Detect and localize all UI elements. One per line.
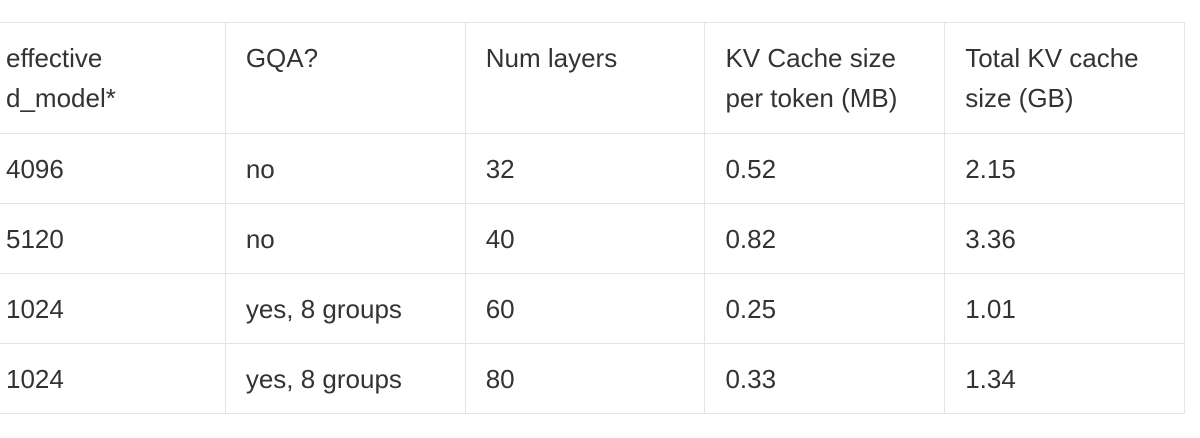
table-row: 1024 yes, 8 groups 60 0.25 1.01	[0, 273, 1185, 344]
table-cell: 1.01	[944, 273, 1185, 344]
table-cell: 1024	[0, 273, 226, 344]
header-cell: GQA?	[224, 22, 466, 134]
table-cell: yes, 8 groups	[224, 273, 466, 344]
table-row: 4096 no 32 0.52 2.15	[0, 133, 1185, 204]
table-row: 1024 yes, 8 groups 80 0.33 1.34	[0, 343, 1185, 414]
table-cell: 60	[464, 273, 706, 344]
table-cell: 3.36	[944, 203, 1185, 274]
table-cell: 0.82	[704, 203, 946, 274]
table-cell: 5120	[0, 203, 226, 274]
table-cell: 2.15	[944, 133, 1185, 204]
header-cell: Num layers	[464, 22, 706, 134]
header-cell: effective d_model*	[0, 22, 226, 134]
table-cell: 32	[464, 133, 706, 204]
table-cell: 4096	[0, 133, 226, 204]
header-row: effective d_model* GQA? Num layers KV Cache…	[0, 22, 1185, 134]
table-row: 5120 no 40 0.82 3.36	[0, 203, 1185, 274]
table-cell: 1024	[0, 343, 226, 414]
table-cell: 0.25	[704, 273, 946, 344]
table-cell: 0.33	[704, 343, 946, 414]
table-cell: no	[224, 203, 466, 274]
table-cell: yes, 8 groups	[224, 343, 466, 414]
table-cell: 1.34	[944, 343, 1185, 414]
table-header: effective d_model* GQA? Num layers KV Cache…	[0, 22, 1185, 134]
kv-cache-table: effective d_model* GQA? Num layers KV Cache…	[0, 22, 1185, 414]
table-cell: 0.52	[704, 133, 946, 204]
header-cell: KV Cache size per token (MB)	[704, 22, 946, 134]
table-cell: no	[224, 133, 466, 204]
header-cell: Total KV cache size (GB)	[944, 22, 1185, 134]
table-cell: 40	[464, 203, 706, 274]
table-body: 4096 no 32 0.52 2.15 5120 no 40 0.82 3.36 1024 yes,…	[0, 133, 1185, 414]
table-cell: 80	[464, 343, 706, 414]
